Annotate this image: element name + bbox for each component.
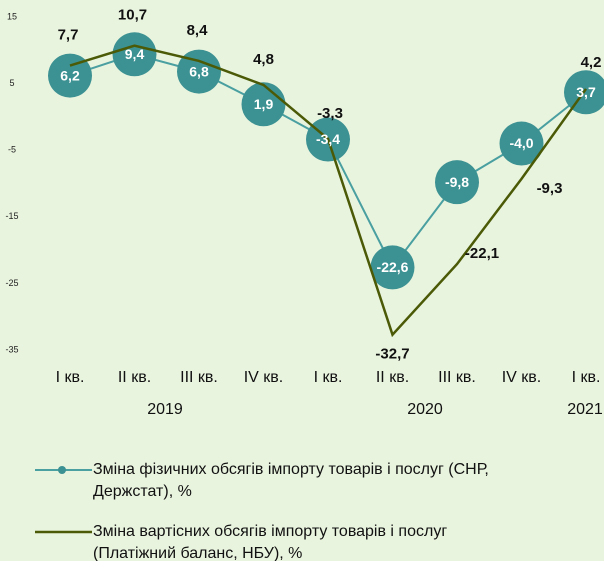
year-label: 2020 bbox=[407, 401, 443, 418]
year-label: 2019 bbox=[147, 401, 183, 418]
x-tick-label: IV кв. bbox=[502, 369, 542, 386]
data-label: 3,7 bbox=[576, 84, 596, 100]
year-label: 2021 bbox=[567, 401, 603, 418]
marker bbox=[499, 121, 544, 166]
data-label: 6,8 bbox=[189, 63, 209, 79]
data-label: -3,4 bbox=[316, 131, 340, 147]
y-tick-label: -25 bbox=[5, 278, 18, 288]
data-label: 9,4 bbox=[125, 46, 145, 62]
data-label: 7,7 bbox=[58, 27, 79, 44]
data-label: -9,8 bbox=[445, 174, 469, 190]
data-label: -3,3 bbox=[317, 105, 343, 122]
data-label: 8,4 bbox=[187, 22, 209, 39]
x-tick-label: I кв. bbox=[572, 369, 601, 386]
data-label: 6,2 bbox=[60, 67, 80, 83]
y-tick-label: 15 bbox=[7, 11, 17, 21]
x-tick-label: III кв. bbox=[438, 369, 476, 386]
legend-label: Зміна вартісних обсягів імпорту товарів … bbox=[93, 523, 452, 561]
legend-label: Зміна фізичних обсягів імпорту товарів і… bbox=[93, 461, 493, 500]
legend-marker bbox=[58, 466, 66, 474]
x-tick-label: IV кв. bbox=[244, 369, 284, 386]
x-tick-label: I кв. bbox=[314, 369, 343, 386]
x-tick-label: I кв. bbox=[56, 369, 85, 386]
x-tick-label: II кв. bbox=[376, 369, 409, 386]
data-label: -22,6 bbox=[377, 259, 409, 275]
data-label: -9,3 bbox=[537, 180, 563, 197]
y-tick-label: -15 bbox=[5, 211, 18, 221]
data-label: 1,9 bbox=[254, 96, 274, 112]
data-label: 4,8 bbox=[253, 51, 274, 68]
marker bbox=[435, 160, 479, 205]
y-tick-label: -5 bbox=[8, 145, 16, 155]
data-label: 4,2 bbox=[581, 54, 602, 71]
data-label: -4,0 bbox=[509, 135, 533, 151]
y-tick-label: 5 bbox=[9, 78, 14, 88]
x-tick-label: II кв. bbox=[118, 369, 151, 386]
data-label: -22,1 bbox=[465, 245, 499, 262]
marker bbox=[48, 53, 92, 98]
data-label: -32,7 bbox=[375, 346, 409, 363]
series-line bbox=[69, 44, 588, 338]
marker bbox=[370, 245, 415, 290]
marker bbox=[177, 49, 221, 94]
x-tick-label: III кв. bbox=[180, 369, 218, 386]
marker bbox=[112, 32, 157, 77]
data-label: 10,7 bbox=[118, 7, 147, 24]
y-tick-label: -35 bbox=[5, 344, 18, 354]
